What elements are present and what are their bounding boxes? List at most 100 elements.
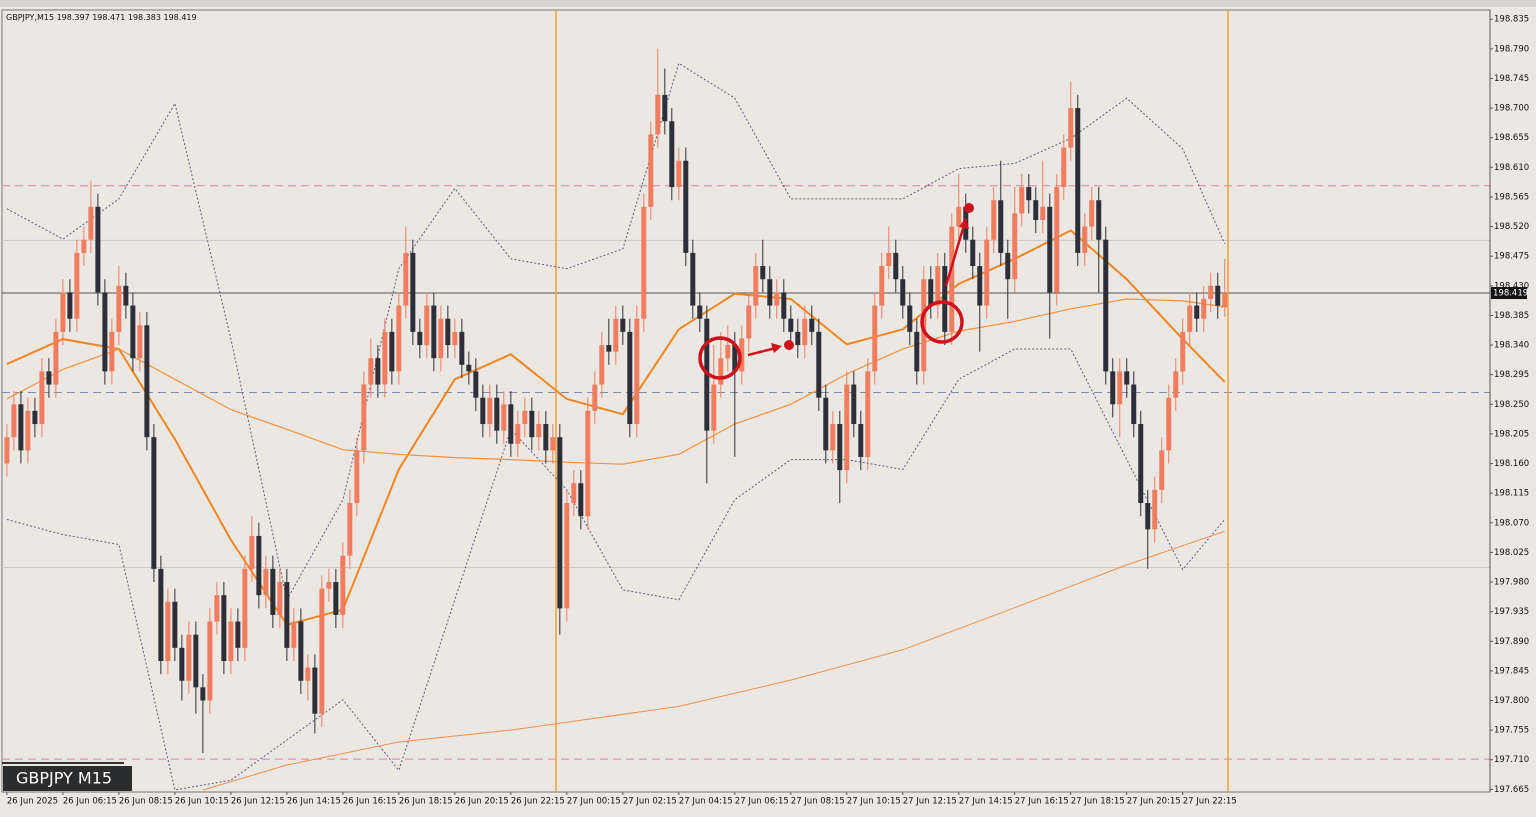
x-tick-label: 26 Jun 2025 xyxy=(7,797,58,807)
candle-body xyxy=(837,424,843,471)
candle-body xyxy=(445,318,451,346)
y-tick-label: 197.935 xyxy=(1494,607,1529,617)
price-label: 198.419 xyxy=(1493,289,1528,299)
x-tick-label: 26 Jun 12:15 xyxy=(231,797,285,807)
candle-body xyxy=(802,318,808,346)
candle-body xyxy=(18,404,24,451)
candle-body xyxy=(641,206,647,319)
candle-body xyxy=(333,582,339,615)
candle-body xyxy=(53,331,59,385)
candle-body xyxy=(284,582,290,648)
candle-body xyxy=(557,437,563,609)
candle-body xyxy=(11,404,17,438)
candle-body xyxy=(487,397,493,425)
candle-body xyxy=(60,292,66,332)
candle-body xyxy=(501,404,507,431)
candle-body xyxy=(81,239,87,253)
candle-body xyxy=(228,621,234,662)
candle-body xyxy=(1166,397,1172,451)
candle-body xyxy=(753,266,759,306)
candle-body xyxy=(368,358,374,385)
y-tick-label: 198.340 xyxy=(1494,341,1529,351)
candle-body xyxy=(424,305,430,346)
y-tick-label: 197.980 xyxy=(1494,578,1529,588)
candle-body xyxy=(1201,298,1207,319)
candle-body xyxy=(767,279,773,306)
candle-body xyxy=(1033,200,1039,220)
candle-body xyxy=(403,252,409,306)
candle-body xyxy=(816,331,822,398)
candle-body xyxy=(158,568,164,662)
candle-body xyxy=(480,397,486,425)
annotation-circle xyxy=(920,300,964,344)
toolbar-strip xyxy=(0,0,1536,7)
candle-body xyxy=(1208,285,1214,299)
candle-body xyxy=(1145,503,1151,530)
indicator-line xyxy=(202,530,1225,791)
candle-body xyxy=(221,595,227,662)
candle-body xyxy=(88,206,94,240)
candle-body xyxy=(599,345,605,385)
candle-body xyxy=(893,252,899,280)
x-tick-label: 27 Jun 16:15 xyxy=(1015,797,1069,807)
candle-body xyxy=(760,266,766,280)
candle-body xyxy=(585,410,591,517)
candle-body xyxy=(193,634,199,688)
candle-body xyxy=(1152,489,1158,530)
x-tick-label: 26 Jun 10:15 xyxy=(175,797,229,807)
candle-body xyxy=(690,252,696,306)
candle-body xyxy=(452,331,458,346)
annotation-dot xyxy=(784,340,794,350)
y-tick-label: 198.070 xyxy=(1494,518,1529,528)
candle-body xyxy=(669,121,675,188)
candle-body xyxy=(410,252,416,332)
candle-body xyxy=(431,305,437,359)
candle-body xyxy=(942,266,948,332)
annotation-dot xyxy=(964,203,974,213)
candle-body xyxy=(277,582,283,615)
x-tick-label: 27 Jun 14:15 xyxy=(959,797,1013,807)
y-tick-label: 198.790 xyxy=(1494,44,1529,54)
y-tick-label: 197.710 xyxy=(1494,755,1529,765)
candle-body xyxy=(606,345,612,352)
candle-body xyxy=(1124,371,1130,385)
candle-body xyxy=(872,305,878,372)
candle-body xyxy=(319,588,325,714)
candle-body xyxy=(1173,371,1179,398)
price-label-box xyxy=(1491,287,1527,300)
candle-body xyxy=(830,424,836,451)
candle-body xyxy=(389,331,395,372)
candle-body xyxy=(165,601,171,662)
candle-body xyxy=(32,410,38,425)
candle-body xyxy=(1082,226,1088,253)
candle-body xyxy=(998,200,1004,253)
indicator-line xyxy=(6,298,1225,465)
y-tick-label: 198.295 xyxy=(1494,370,1529,380)
candle-body xyxy=(536,424,542,438)
candle-body xyxy=(809,318,815,332)
candle-body xyxy=(1047,206,1053,293)
candle-body xyxy=(1061,147,1067,188)
candle-body xyxy=(214,595,220,622)
candle-body xyxy=(361,384,367,451)
candle-body xyxy=(592,384,598,411)
candle-body xyxy=(564,503,570,609)
x-tick-label: 26 Jun 16:15 xyxy=(343,797,397,807)
candle-body xyxy=(634,318,640,425)
candle-body xyxy=(235,621,241,648)
candle-body xyxy=(858,424,864,457)
candle-body xyxy=(746,305,752,339)
x-tick-label: 26 Jun 14:15 xyxy=(287,797,341,807)
candle-body xyxy=(116,285,122,332)
candle-body xyxy=(305,667,311,681)
candle-body xyxy=(1138,424,1144,504)
candle-body xyxy=(508,404,514,444)
candle-body xyxy=(627,331,633,425)
candle-body xyxy=(711,384,717,431)
x-tick-label: 27 Jun 02:15 xyxy=(623,797,677,807)
low: 198.383 xyxy=(128,13,161,22)
candle-body xyxy=(438,318,444,359)
candle-body xyxy=(46,371,52,385)
